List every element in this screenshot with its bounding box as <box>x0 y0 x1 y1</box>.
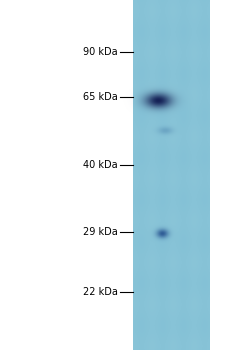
Text: 65 kDa: 65 kDa <box>83 92 118 102</box>
Text: 22 kDa: 22 kDa <box>83 287 118 297</box>
Text: 40 kDa: 40 kDa <box>83 160 118 170</box>
Text: 29 kDa: 29 kDa <box>83 227 118 237</box>
Text: 90 kDa: 90 kDa <box>83 47 118 57</box>
